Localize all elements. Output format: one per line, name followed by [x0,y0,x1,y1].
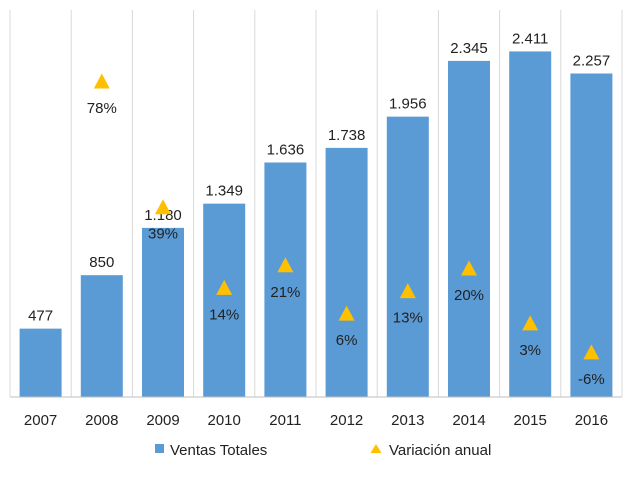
variation-label-2010: 14% [209,306,239,323]
x-tick-label-2016: 2016 [575,412,608,429]
legend-label-variacion-anual: Variación anual [389,442,491,459]
variation-marker-2010 [216,279,233,295]
bar-value-labels: 477 850 1.180 1.349 1.636 1.738 1.956 2.345 2.41… [28,30,610,324]
x-tick-label-2009: 2009 [146,412,179,429]
bars-ventas-totales [19,51,613,398]
x-tick-label-2015: 2015 [514,412,547,429]
bar-value-label-2012: 1.738 [328,127,366,144]
bar-value-label-2009: 1.180 [144,207,182,224]
variation-label-2012: 6% [336,332,358,349]
legend-label-ventas-totales: Ventas Totales [170,442,267,459]
bar-2008 [80,275,123,397]
variation-labels: 78% 39% 14% 21% 6% 13% 20% 3% -6% [87,100,605,388]
variation-label-2011: 21% [270,284,300,301]
x-tick-label-2008: 2008 [85,412,118,429]
variation-label-2013: 13% [393,310,423,327]
bar-value-label-2014: 2.345 [450,40,488,57]
bar-value-label-2015: 2.411 [512,30,548,47]
x-tick-label-2007: 2007 [24,412,57,429]
legend-swatch-variacion-anual [370,444,382,453]
variation-marker-2014 [461,260,477,276]
variation-label-2016: -6% [578,371,605,388]
gridlines [9,10,623,397]
markers-variacion-anual [93,73,600,360]
variation-marker-2016 [583,344,600,360]
bar-2011 [264,162,307,397]
variation-label-2014: 20% [454,287,484,304]
x-tick-label-2012: 2012 [330,412,363,429]
bar-value-label-2007: 477 [28,308,53,325]
x-tick-label-2014: 2014 [452,412,485,429]
x-tick-label-2010: 2010 [208,412,241,429]
variation-label-2015: 3% [519,342,541,359]
bar-2014 [448,60,490,398]
bar-2012 [325,147,368,397]
x-tick-label-2013: 2013 [391,412,424,429]
x-axis: 2007 2008 2009 2010 2011 2012 2013 2014 2015 2016 [10,396,622,429]
variation-label-2008: 78% [87,100,117,117]
bar-2013 [386,116,429,397]
bar-value-label-2008: 850 [89,254,114,271]
bar-value-label-2011: 1.636 [267,142,305,159]
variation-marker-2012 [338,305,355,321]
bar-2016 [570,73,613,397]
variation-label-2009: 39% [148,226,178,243]
bar-2007 [19,328,62,397]
x-tick-label-2011: 2011 [269,412,301,429]
variation-marker-2013 [399,283,416,299]
legend-swatch-ventas-totales [155,444,164,453]
bar-value-label-2010: 1.349 [205,183,243,200]
variation-marker-2015 [522,315,539,331]
variation-marker-2011 [277,257,294,273]
bar-value-label-2016: 2.257 [573,52,611,69]
bar-value-label-2013: 1.956 [389,96,427,113]
variation-marker-2008 [93,73,110,89]
bar-2015 [509,51,552,397]
bar-2009 [142,227,184,397]
variation-marker-2009 [155,199,171,215]
bar-2010 [203,203,246,397]
legend: Ventas Totales Variación anual [155,442,491,459]
